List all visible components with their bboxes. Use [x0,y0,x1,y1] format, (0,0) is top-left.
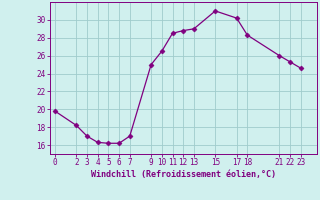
X-axis label: Windchill (Refroidissement éolien,°C): Windchill (Refroidissement éolien,°C) [91,170,276,179]
